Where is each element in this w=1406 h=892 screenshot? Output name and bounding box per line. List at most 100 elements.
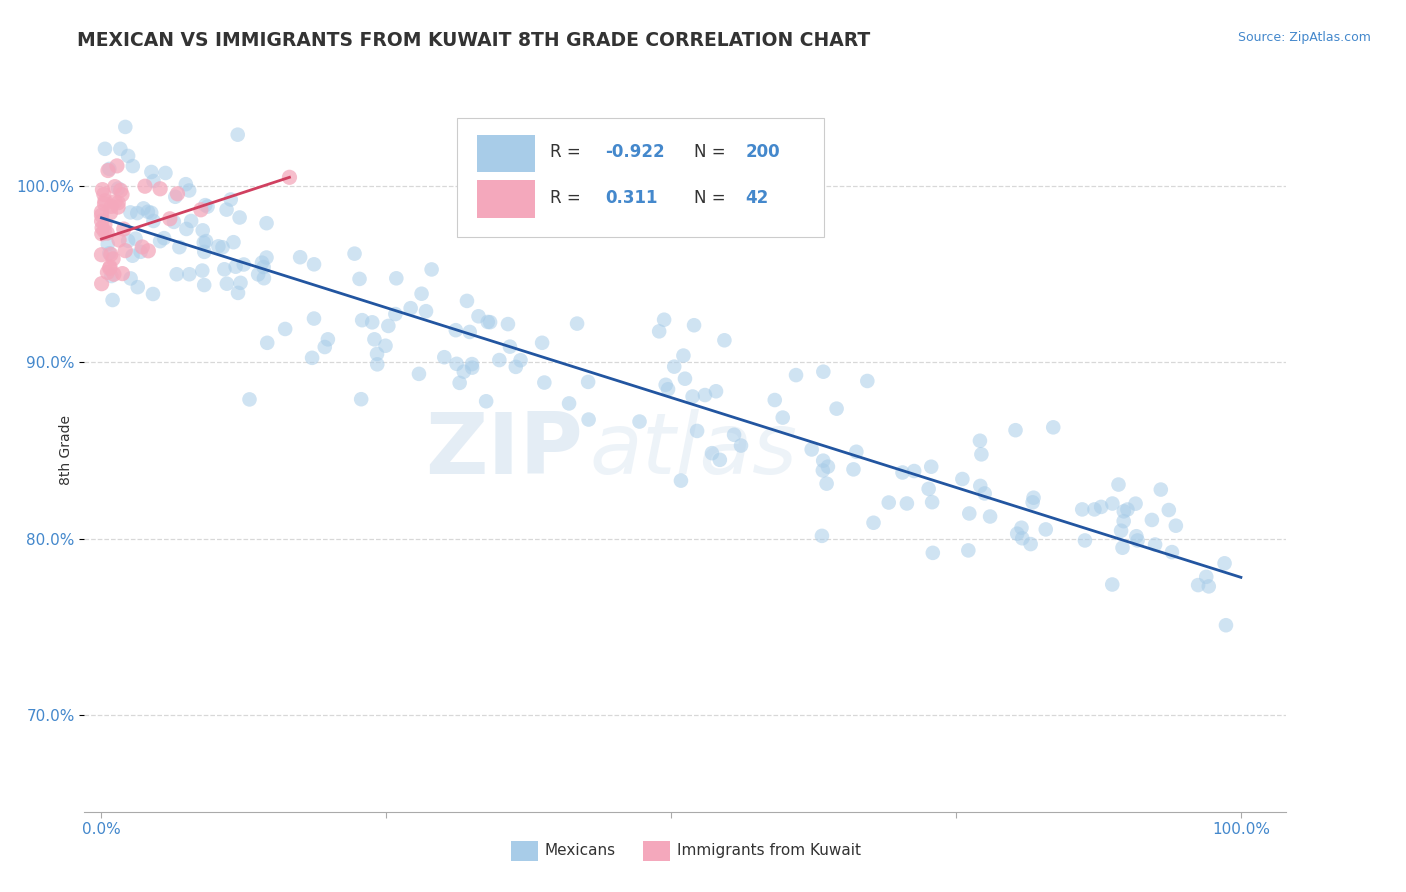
Point bbox=[1125, 497, 1147, 511]
Point bbox=[301, 351, 323, 365]
Point bbox=[446, 357, 468, 371]
Point bbox=[1071, 502, 1094, 516]
Point bbox=[114, 244, 136, 258]
Point bbox=[856, 374, 879, 388]
Point bbox=[97, 163, 120, 178]
Point bbox=[166, 267, 188, 281]
Point bbox=[131, 240, 153, 254]
Point bbox=[105, 159, 128, 173]
Point bbox=[142, 174, 165, 188]
Point bbox=[813, 365, 835, 379]
Point bbox=[214, 262, 236, 277]
Point bbox=[117, 234, 139, 248]
Point bbox=[215, 202, 238, 217]
Text: N =: N = bbox=[693, 188, 731, 207]
Point bbox=[93, 187, 115, 202]
Bar bbox=[644, 840, 669, 861]
Point bbox=[449, 376, 471, 390]
Point bbox=[238, 392, 260, 407]
Point bbox=[98, 161, 121, 176]
Point bbox=[97, 237, 120, 252]
Point bbox=[120, 205, 142, 219]
Point bbox=[903, 464, 925, 478]
Point bbox=[921, 546, 943, 560]
Point bbox=[142, 287, 165, 301]
Point bbox=[136, 244, 159, 258]
Point bbox=[90, 248, 112, 262]
Point bbox=[420, 262, 443, 277]
Point bbox=[970, 447, 993, 461]
Point bbox=[654, 377, 676, 392]
Point bbox=[142, 214, 165, 228]
Point bbox=[709, 452, 731, 467]
Point bbox=[136, 204, 159, 219]
Point bbox=[648, 324, 671, 338]
Point bbox=[222, 235, 245, 250]
Point bbox=[384, 307, 406, 321]
Point bbox=[1126, 533, 1149, 548]
Point bbox=[155, 166, 177, 180]
Point bbox=[825, 401, 848, 416]
Point bbox=[1150, 483, 1173, 497]
Point bbox=[274, 322, 297, 336]
Point bbox=[191, 223, 214, 237]
Point bbox=[256, 335, 278, 350]
Point bbox=[479, 315, 502, 329]
Point bbox=[1005, 526, 1028, 541]
Point bbox=[104, 194, 127, 209]
Point bbox=[669, 474, 692, 488]
Point bbox=[652, 312, 675, 326]
Point bbox=[193, 244, 215, 259]
Point bbox=[100, 268, 122, 283]
Point bbox=[149, 182, 172, 196]
Point bbox=[558, 396, 581, 410]
Point bbox=[120, 271, 142, 285]
Point bbox=[225, 260, 247, 274]
Point bbox=[107, 195, 129, 210]
Text: MEXICAN VS IMMIGRANTS FROM KUWAIT 8TH GRADE CORRELATION CHART: MEXICAN VS IMMIGRANTS FROM KUWAIT 8TH GR… bbox=[77, 31, 870, 50]
Point bbox=[578, 412, 600, 426]
Point bbox=[950, 472, 973, 486]
Point bbox=[256, 251, 278, 265]
Point bbox=[349, 272, 371, 286]
Point bbox=[141, 206, 163, 220]
Point bbox=[531, 335, 554, 350]
Point bbox=[509, 353, 531, 368]
Point bbox=[704, 384, 727, 399]
Point bbox=[114, 120, 136, 134]
Text: R =: R = bbox=[550, 143, 585, 161]
Point bbox=[103, 267, 125, 281]
Point bbox=[1112, 504, 1135, 518]
Bar bbox=[512, 840, 537, 861]
Point bbox=[921, 495, 943, 509]
Point bbox=[458, 325, 481, 339]
Point bbox=[180, 214, 202, 228]
Point bbox=[433, 350, 456, 364]
Point bbox=[127, 206, 149, 220]
Point bbox=[124, 231, 146, 245]
Point bbox=[256, 216, 278, 230]
Point bbox=[194, 198, 217, 212]
Point bbox=[104, 179, 127, 194]
Point bbox=[461, 360, 484, 375]
Y-axis label: 8th Grade: 8th Grade bbox=[59, 416, 73, 485]
Point bbox=[100, 199, 122, 213]
Point bbox=[374, 339, 396, 353]
Point bbox=[169, 240, 191, 254]
Point bbox=[98, 260, 121, 274]
Point bbox=[94, 194, 117, 208]
Point bbox=[98, 246, 121, 260]
Point bbox=[288, 250, 311, 264]
Point bbox=[800, 442, 823, 457]
Point bbox=[314, 340, 336, 354]
Point bbox=[817, 459, 839, 474]
Point bbox=[565, 317, 588, 331]
Bar bbox=[478, 135, 536, 172]
Point bbox=[107, 200, 129, 214]
Point bbox=[190, 202, 212, 217]
Point bbox=[96, 265, 118, 279]
Point bbox=[1019, 537, 1042, 551]
Point bbox=[361, 315, 384, 329]
Point bbox=[100, 247, 122, 261]
Point bbox=[496, 317, 519, 331]
